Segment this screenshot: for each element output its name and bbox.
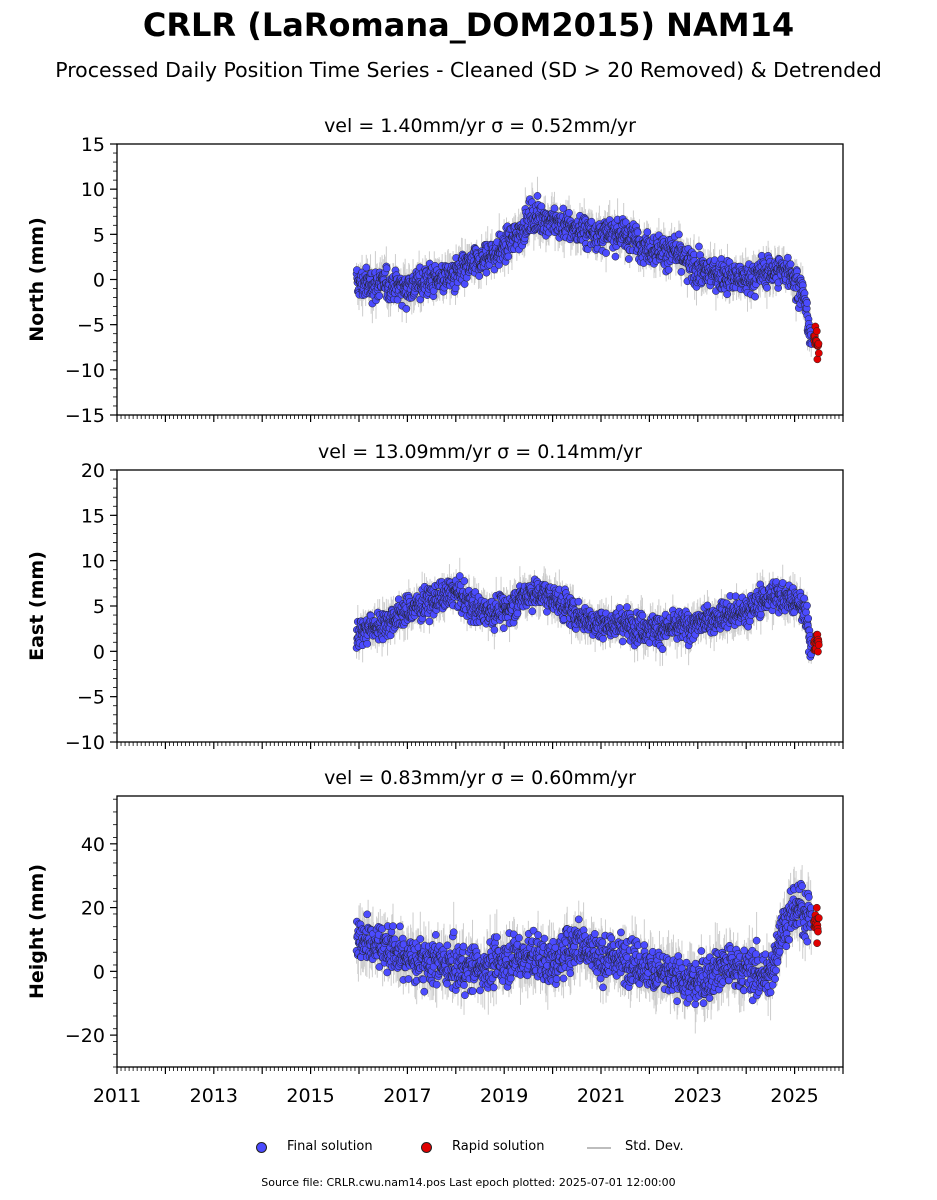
final-point xyxy=(763,283,771,292)
final-point xyxy=(382,264,391,273)
final-point xyxy=(723,290,732,299)
final-point xyxy=(664,265,673,274)
final-point xyxy=(800,594,809,603)
panel-title: vel = 1.40mm/yr σ = 0.52mm/yr xyxy=(324,115,636,137)
final-point xyxy=(624,255,633,263)
final-point xyxy=(618,637,627,646)
final-point xyxy=(751,292,759,301)
final-point xyxy=(731,592,740,601)
y-axis-label: East (mm) xyxy=(26,551,48,661)
y-tick-label: 5 xyxy=(93,224,105,246)
y-tick-label: 10 xyxy=(81,179,105,201)
final-point xyxy=(455,572,464,580)
panel-title: vel = 13.09mm/yr σ = 0.14mm/yr xyxy=(318,441,642,463)
y-tick-label: 10 xyxy=(81,551,105,573)
final-point xyxy=(803,299,811,307)
final-point xyxy=(602,249,610,257)
final-point xyxy=(490,626,499,634)
final-point xyxy=(499,624,508,633)
y-tick-label: −10 xyxy=(65,360,105,382)
final-point xyxy=(675,230,683,239)
y-tick-label: 15 xyxy=(81,505,105,527)
final-point xyxy=(599,634,607,643)
plot-area xyxy=(352,557,823,667)
final-point xyxy=(565,208,573,217)
figure-title: CRLR (LaRomana_DOM2015) NAM14 xyxy=(142,6,795,44)
final-point xyxy=(475,272,484,280)
final-point xyxy=(784,253,792,262)
y-tick-label: −15 xyxy=(65,405,105,427)
final-point xyxy=(623,603,631,611)
final-point xyxy=(695,242,703,251)
final-point xyxy=(638,611,647,620)
final-point xyxy=(490,265,499,274)
final-point xyxy=(402,304,411,313)
final-point xyxy=(633,228,642,237)
rapid-point xyxy=(814,339,823,348)
final-point xyxy=(550,204,559,213)
final-point xyxy=(425,617,434,626)
y-tick-label: 0 xyxy=(93,641,105,663)
y-tick-label: −10 xyxy=(65,732,105,754)
y-tick-label: −5 xyxy=(77,687,105,709)
final-point xyxy=(587,217,596,226)
final-point xyxy=(643,228,652,236)
rapid-point xyxy=(814,647,822,656)
figure-subtitle: Processed Daily Position Time Series - C… xyxy=(55,58,882,82)
final-point xyxy=(533,192,542,200)
y-tick-label: 5 xyxy=(93,596,105,618)
rapid-solution-points xyxy=(810,630,823,656)
final-solution-points xyxy=(352,572,816,661)
rapid-point xyxy=(812,327,821,335)
final-point xyxy=(363,639,372,648)
final-point xyxy=(362,263,371,272)
final-point xyxy=(460,280,469,288)
y-axis-label: North (mm) xyxy=(26,217,48,342)
y-tick-label: 0 xyxy=(93,270,105,292)
final-point xyxy=(375,291,384,300)
final-point xyxy=(482,268,491,277)
final-point xyxy=(504,252,513,261)
final-point xyxy=(786,260,795,269)
final-point xyxy=(460,577,469,585)
final-point xyxy=(611,252,620,261)
final-point xyxy=(528,607,537,616)
plot-area xyxy=(352,176,823,364)
final-point xyxy=(804,614,813,623)
final-point xyxy=(574,597,583,606)
final-point xyxy=(778,579,787,587)
final-point xyxy=(757,610,765,619)
final-point xyxy=(513,609,522,618)
final-point xyxy=(537,202,546,211)
final-point xyxy=(658,645,667,653)
final-point xyxy=(703,601,712,610)
rapid-point xyxy=(814,641,823,649)
rapid-point xyxy=(814,349,823,358)
rapid-solution-points xyxy=(810,322,823,364)
final-point xyxy=(677,268,686,276)
panel-1: vel = 13.09mm/yr σ = 0.14mm/yr East (mm) −… xyxy=(26,441,844,754)
y-tick-label: 15 xyxy=(81,134,105,156)
final-point xyxy=(757,251,766,260)
final-point xyxy=(543,607,551,616)
y-tick-label: −5 xyxy=(77,315,105,337)
y-tick-label: 20 xyxy=(81,460,105,482)
final-point xyxy=(803,601,811,610)
final-solution-points xyxy=(352,192,816,348)
final-point xyxy=(559,204,568,213)
